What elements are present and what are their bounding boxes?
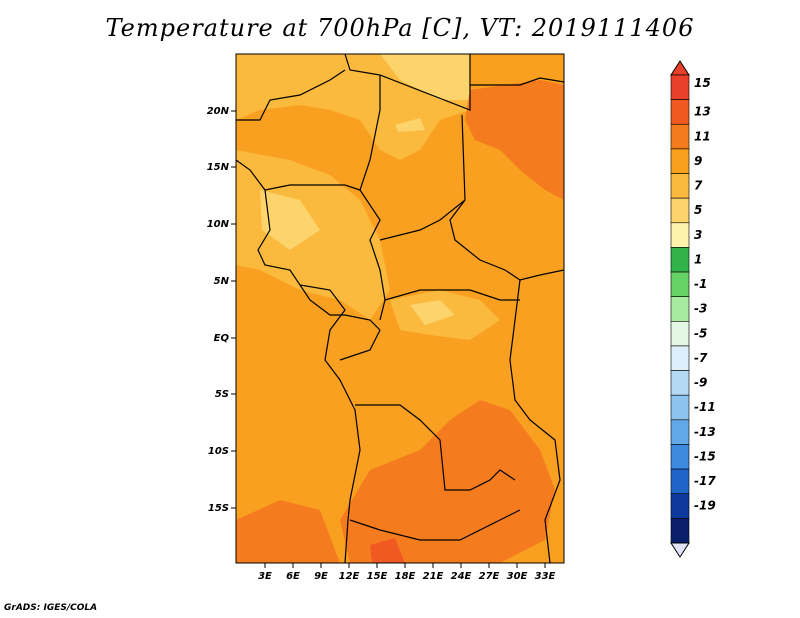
colorbar-segment: [670, 148, 690, 174]
lat-tick-label: 20N: [207, 106, 230, 117]
colorbar-label: 9: [694, 154, 702, 168]
lon-tick-label: 12E: [339, 571, 360, 582]
warm-patch: [395, 118, 425, 132]
colorbar-label: -15: [694, 449, 716, 463]
region-west-africa: [236, 150, 390, 320]
region-southwest-warm: [236, 500, 340, 563]
colorbar-segment: [670, 345, 690, 371]
lat-tick-label: 15S: [208, 503, 229, 514]
colorbar-segment: [670, 370, 690, 396]
colorbar-segment: [670, 197, 690, 224]
colorbar-label: -3: [694, 302, 707, 316]
colorbar-segment: [670, 296, 690, 322]
lon-tick-label: 9E: [314, 571, 328, 582]
warm-region-desert: [380, 54, 470, 100]
colorbar-segment: [670, 468, 690, 495]
colorbar-segment: [670, 123, 690, 150]
colorbar-label: 3: [694, 228, 702, 242]
lon-axis: 3E 6E 9E 12E 15E 18E 21E 24E 27E 30E 33E: [258, 563, 556, 582]
colorbar-segment: [670, 419, 690, 445]
colorbar-label: 11: [694, 129, 711, 143]
colorbar-segment: [670, 247, 690, 273]
lon-tick-label: 6E: [286, 571, 300, 582]
colorbar-label: 7: [694, 179, 703, 193]
lat-tick-label: 15N: [207, 162, 230, 173]
colorbar-label: -17: [694, 474, 716, 488]
colorbar: 15 13 11 9 7 5 3 1 -1 -3 -5 -7 -9 -11 -13 -15 -17 -19: [670, 60, 716, 558]
region-light-2: [410, 300, 455, 325]
lon-tick-label: 21E: [423, 571, 444, 582]
colorbar-segment: [670, 394, 690, 421]
region-hot: [370, 538, 405, 563]
lon-tick-label: 24E: [451, 571, 472, 582]
colorbar-segment: [670, 321, 690, 347]
lat-tick-label: 5S: [215, 389, 229, 400]
colorbar-segment: [670, 222, 690, 248]
lon-tick-label: 15E: [367, 571, 388, 582]
colorbar-label: -13: [694, 425, 716, 439]
region-east-warm: [465, 80, 564, 200]
region-light-1: [260, 190, 320, 250]
lat-tick-label: 10N: [207, 219, 230, 230]
colorbar-label: -7: [694, 351, 708, 365]
colorbar-segment: [670, 518, 690, 544]
colorbar-segment: [670, 493, 690, 519]
colorbar-label: -9: [694, 376, 707, 390]
country-borders: [235, 53, 565, 564]
colorbar-segment: [670, 99, 690, 125]
lon-tick-label: 27E: [479, 571, 500, 582]
lat-tick-label: 10S: [208, 446, 229, 457]
lon-tick-label: 33E: [535, 571, 556, 582]
colorbar-segment: [670, 444, 690, 470]
lon-tick-label: 18E: [395, 571, 416, 582]
colorbar-label: -5: [694, 326, 707, 340]
region-south-warm: [340, 400, 555, 563]
map-panel: [235, 53, 565, 564]
colorbar-segment: [670, 74, 690, 100]
lat-tick-label: EQ: [214, 333, 230, 344]
colorbar-label: 15: [694, 76, 711, 90]
lon-tick-label: 30E: [507, 571, 528, 582]
colorbar-label: -1: [694, 277, 707, 291]
colorbar-label: -11: [694, 400, 716, 414]
colorbar-under-arrow: [670, 542, 690, 558]
colorbar-segment: [670, 173, 690, 199]
colorbar-label: 13: [694, 105, 711, 119]
colorbar-over-arrow: [670, 60, 690, 76]
colorbar-segment: [670, 271, 690, 297]
colorbar-label: 5: [694, 203, 702, 217]
lat-axis: 20N 15N 10N 5N EQ 5S 10S 15S: [207, 106, 236, 514]
map-frame: [235, 53, 565, 564]
map-title: Temperature at 700hPa [C], VT: 201911140…: [105, 14, 695, 42]
footer-credit: GrADS: IGES/COLA: [4, 603, 98, 613]
lon-tick-label: 3E: [258, 571, 272, 582]
colorbar-label: -19: [694, 499, 716, 513]
lat-tick-label: 5N: [214, 276, 230, 287]
colorbar-label: 1: [694, 252, 702, 266]
